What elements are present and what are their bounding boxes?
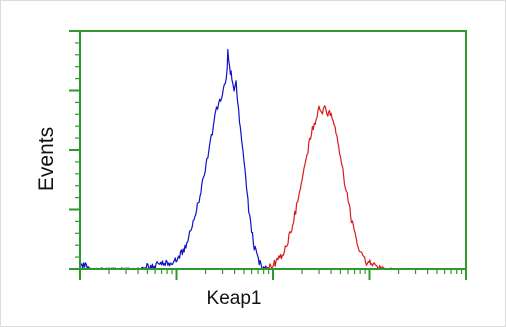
series-layer [79,48,395,270]
plot-area-border [79,30,467,270]
x-axis-ticks [79,269,467,280]
y-axis-label: Events [35,127,58,191]
x-axis-label: Keap1 [207,288,262,309]
y-axis-ticks [69,30,80,270]
series-line-blue [79,48,269,270]
series-line-red [265,105,395,270]
